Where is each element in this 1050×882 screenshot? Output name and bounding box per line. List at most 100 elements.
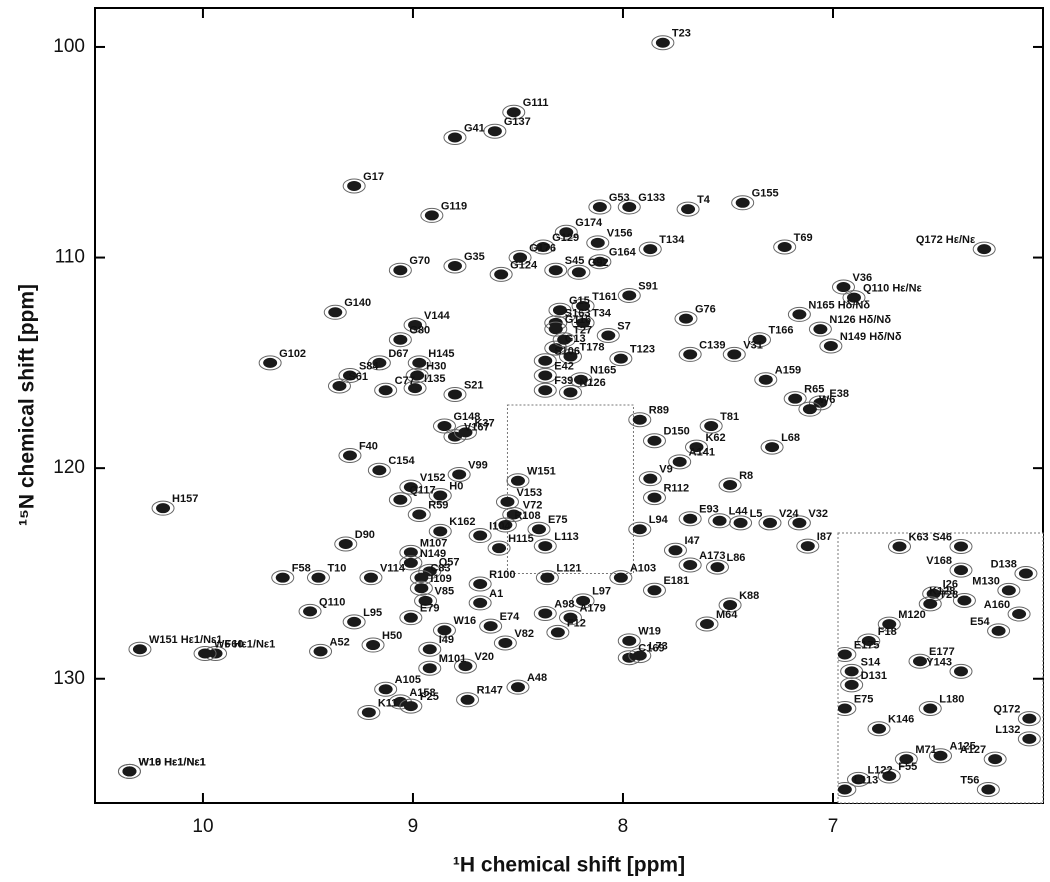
peak-label: S45 xyxy=(565,255,585,267)
peak-label: I104 xyxy=(489,520,511,532)
peak-contour xyxy=(773,239,797,255)
peak-contour xyxy=(929,748,952,764)
peak-label: H30 xyxy=(426,360,446,372)
peak-label: L86 xyxy=(726,552,745,564)
peak-contour xyxy=(399,698,423,714)
peak-contour xyxy=(487,540,511,556)
peak xyxy=(403,557,418,568)
peak-contour xyxy=(668,454,692,470)
peak-contour xyxy=(432,622,456,638)
peak xyxy=(473,578,488,589)
peak-label: I26 xyxy=(943,579,958,591)
x-tick-label: 9 xyxy=(408,816,419,837)
y-tick-label: 100 xyxy=(53,36,85,57)
peak xyxy=(412,509,427,520)
peak-contour xyxy=(731,195,755,211)
peak xyxy=(447,431,462,442)
peak-label: M107 xyxy=(420,537,448,549)
peak xyxy=(422,663,437,674)
peak-label: G176 xyxy=(529,242,556,254)
peak-label: A141 xyxy=(689,447,715,459)
peak-label: L97 xyxy=(592,586,611,598)
peak-label: D67 xyxy=(388,348,408,360)
peak-label: E177 xyxy=(929,646,955,658)
peak-label: L113 xyxy=(554,531,578,543)
peak xyxy=(563,387,578,398)
peak-contour xyxy=(609,351,633,367)
peak-label: L68 xyxy=(781,432,800,444)
peak xyxy=(765,442,780,453)
peak-contour xyxy=(674,311,698,327)
peak xyxy=(557,334,572,345)
peak-contour xyxy=(367,355,391,371)
peak-label: T134 xyxy=(659,234,685,246)
peak xyxy=(838,784,852,795)
peak-label: C77 xyxy=(395,375,415,387)
peak-label: L5 xyxy=(750,508,763,520)
peak xyxy=(492,543,507,554)
peak-contour xyxy=(399,555,423,571)
peak-label: Y143 xyxy=(926,656,952,668)
peak-contour xyxy=(1014,566,1038,581)
peak xyxy=(510,682,525,693)
peak-label: N165 xyxy=(590,365,616,377)
peak xyxy=(613,353,628,364)
peak-label: E181 xyxy=(663,575,689,587)
peak xyxy=(506,509,521,520)
peak-contour xyxy=(796,538,820,554)
peak xyxy=(752,334,767,345)
peak-contour xyxy=(840,677,864,693)
peak-contour xyxy=(918,701,942,716)
peak-label: G124 xyxy=(510,259,538,271)
peak xyxy=(592,256,607,267)
peak-label: G140 xyxy=(344,297,371,309)
peak xyxy=(538,608,553,619)
peak xyxy=(899,754,914,765)
peak-contour xyxy=(409,580,433,596)
peak-label: F25 xyxy=(420,691,439,703)
peak xyxy=(647,585,662,596)
peak-label: G119 xyxy=(441,200,467,212)
peak xyxy=(538,541,553,552)
peak xyxy=(573,374,588,385)
peak-contour xyxy=(546,624,570,640)
peak-contour xyxy=(506,679,530,695)
peak xyxy=(487,126,502,137)
x-tick-label: 10 xyxy=(192,816,213,837)
peak-label: V153 xyxy=(516,487,542,499)
peak-label: D131 xyxy=(861,670,887,682)
peak-label: W151 Hε1/Nε1 xyxy=(149,634,222,646)
peak xyxy=(601,330,616,341)
peak-contour xyxy=(443,130,467,146)
peak-label: N126 xyxy=(579,377,605,389)
peak-contour xyxy=(117,763,141,779)
peak-contour xyxy=(617,199,641,215)
peak-label: R59 xyxy=(428,499,448,511)
peak xyxy=(559,227,574,238)
peak xyxy=(613,572,628,583)
peak xyxy=(403,701,418,712)
peak-label: G129 xyxy=(552,232,579,244)
peak-contour xyxy=(407,355,431,371)
peak-label: K146 xyxy=(888,714,914,726)
peak xyxy=(506,107,521,118)
peak xyxy=(957,595,972,606)
peak xyxy=(363,572,378,583)
peak-contour xyxy=(342,178,366,194)
peak-label: G13 xyxy=(565,333,586,345)
peak xyxy=(954,666,968,677)
peak-label: A158 xyxy=(409,687,435,699)
peak xyxy=(393,494,408,505)
zoom-region xyxy=(506,404,634,574)
peak xyxy=(332,381,347,392)
peak-contour xyxy=(758,515,782,531)
peak xyxy=(563,612,578,623)
peak xyxy=(622,635,637,646)
peak-contour xyxy=(506,473,530,489)
peak-contour xyxy=(554,224,578,240)
peak-label: L94 xyxy=(649,514,669,526)
peak xyxy=(412,357,427,368)
peak-label: E93 xyxy=(699,504,719,516)
x-tick-label: 8 xyxy=(618,816,629,837)
peak-label: V20 xyxy=(474,651,494,663)
